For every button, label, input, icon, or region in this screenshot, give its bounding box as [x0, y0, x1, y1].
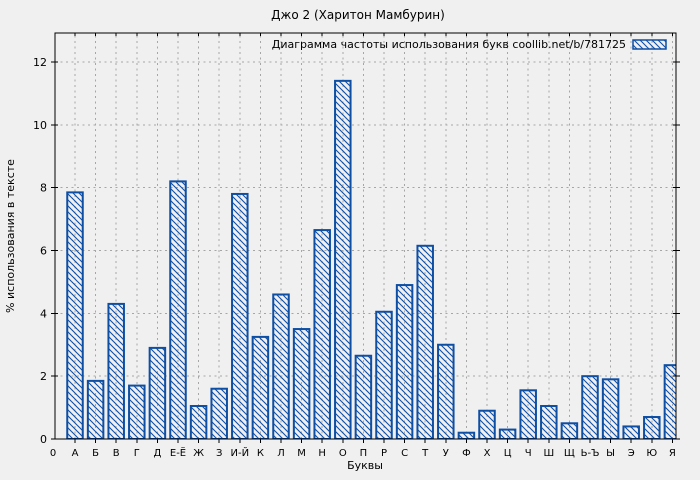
xtick-label-Л: Л: [277, 448, 285, 459]
bar-Н: [313, 229, 331, 439]
plot-frame: [54, 32, 677, 440]
xtick-label-Щ: Щ: [564, 448, 575, 459]
xtick-label-Г: Г: [134, 448, 140, 459]
ytick-label-4: 4: [40, 307, 47, 320]
xtick-label-Э: Э: [628, 448, 635, 459]
xtick-label-И-Й: И-Й: [231, 446, 250, 459]
bar-Х: [478, 409, 496, 439]
xtick-label-Т: Т: [421, 448, 429, 459]
xtick-label-origin: 0: [50, 448, 56, 459]
bar-Ф: [457, 431, 476, 439]
bar-П: [354, 354, 373, 439]
bar-К: [251, 335, 270, 439]
chart-title: Джо 2 (Харитон Мамбурин): [271, 8, 445, 22]
bar-Л: [272, 293, 290, 439]
bar-Ю: [643, 416, 661, 439]
bar-Ц: [498, 428, 517, 439]
legend-label: Диаграмма частоты использования букв coo…: [272, 38, 626, 51]
bar-Т: [416, 244, 434, 439]
xtick-label-Н: Н: [318, 448, 326, 459]
xtick-label-К: К: [257, 448, 264, 459]
ytick-label-2: 2: [40, 370, 47, 383]
bar-Ч: [519, 389, 537, 439]
ytick-label-0: 0: [40, 433, 47, 446]
xtick-label-Х: Х: [484, 448, 491, 459]
xtick-label-Р: Р: [381, 448, 387, 459]
xtick-label-Ю: Ю: [646, 448, 657, 459]
axes: [51, 32, 680, 443]
tick-labels: 0 2 4 6 8 10 12 А Б В Г Д Е-Ё Ж З И-Й К Л М Н О П Р С Т У Ф Х Ц Ч Ш Щ Ь-…: [33, 56, 676, 459]
bar-И-Й: [231, 192, 249, 439]
bar-З: [210, 387, 228, 439]
ytick-label-6: 6: [40, 245, 47, 258]
xtick-label-Б: Б: [92, 448, 99, 459]
y-axis-label: % использования в тексте: [4, 159, 17, 313]
bar-Е-Ё: [169, 180, 187, 439]
xtick-label-Ь-Ъ: Ь-Ъ: [581, 448, 600, 459]
xtick-label-Ы: Ы: [606, 448, 615, 459]
xtick-label-Ф: Ф: [462, 448, 471, 459]
bar-Э: [622, 425, 640, 439]
xtick-label-З: З: [216, 448, 222, 459]
xtick-label-С: С: [401, 448, 408, 459]
bar-С: [395, 284, 414, 439]
bar-Д: [148, 346, 167, 439]
xtick-label-Д: Д: [153, 448, 161, 459]
bar-Щ: [560, 422, 579, 439]
bars: [66, 79, 676, 439]
bar-Ы: [601, 378, 620, 439]
bar-В: [107, 302, 125, 439]
ytick-label-12: 12: [33, 56, 47, 69]
xtick-label-Ш: Ш: [543, 448, 554, 459]
ytick-label-8: 8: [40, 182, 47, 195]
xtick-label-Ж: Ж: [193, 448, 204, 459]
bar-Ь-Ъ: [581, 375, 599, 439]
xtick-label-Ч: Ч: [525, 448, 532, 459]
xtick-label-Ц: Ц: [504, 448, 512, 459]
bar-Г: [128, 384, 146, 439]
bar-Я: [663, 364, 676, 439]
bar-У: [437, 343, 455, 439]
bar-Б: [86, 379, 105, 439]
xtick-label-А: А: [72, 448, 79, 459]
xtick-label-О: О: [339, 448, 347, 459]
xtick-label-Я: Я: [669, 448, 676, 459]
bar-М: [292, 328, 311, 439]
bar-Ж: [189, 405, 208, 439]
bar-О: [334, 79, 352, 439]
xtick-label-В: В: [113, 448, 120, 459]
bar-А: [66, 191, 84, 439]
bar-Р: [375, 310, 393, 439]
xtick-label-М: М: [297, 448, 306, 459]
bar-Ш: [540, 405, 558, 439]
legend-swatch-icon: [632, 39, 667, 50]
x-axis-label: Буквы: [347, 459, 383, 472]
xtick-label-Е-Ё: Е-Ё: [170, 446, 186, 459]
ytick-label-10: 10: [33, 119, 47, 132]
xtick-label-У: У: [443, 448, 449, 459]
xtick-label-П: П: [360, 448, 368, 459]
